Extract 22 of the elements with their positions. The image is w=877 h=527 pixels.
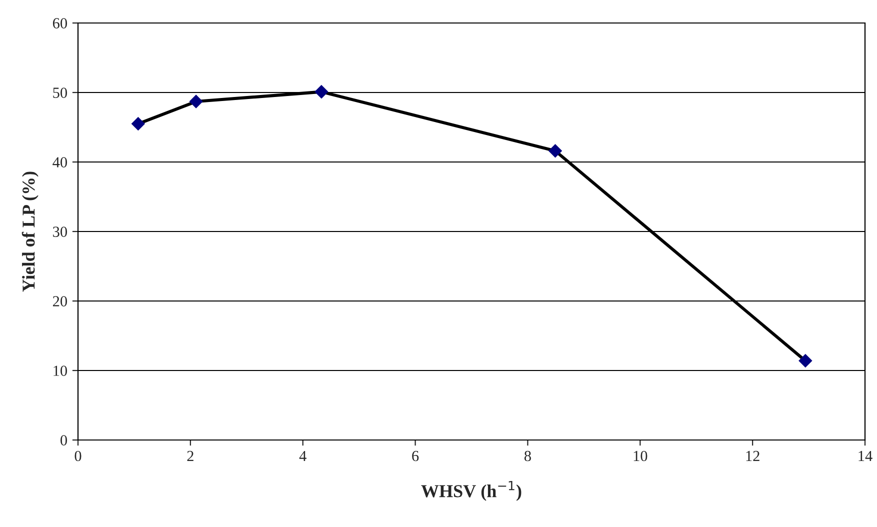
x-tick-label: 8 — [524, 450, 531, 462]
y-tick-label: 20 — [52, 296, 67, 306]
point — [314, 85, 328, 98]
x-tick-label: 10 — [634, 450, 648, 462]
y-tick-label: 0 — [60, 435, 67, 446]
y-tick-label: 40 — [52, 157, 67, 168]
point — [548, 144, 562, 158]
x-tick-label: 4 — [299, 450, 306, 462]
point — [132, 117, 145, 130]
x-tick-label: 2 — [187, 450, 194, 462]
x-axis-title: WHSV (h$^{−1}$) — [421, 480, 522, 501]
y-tick-label: 60 — [52, 18, 67, 28]
y-tick-label: 10 — [54, 366, 67, 376]
point — [798, 354, 812, 368]
x-tick-label: 12 — [746, 450, 760, 462]
x-tick-label: 6 — [412, 450, 419, 462]
y-tick-label: 30 — [53, 226, 67, 237]
y-tick-label: 50 — [53, 88, 67, 98]
x-tick-label: 0 — [74, 450, 82, 462]
y-axis-title: Yield of LP (%) — [22, 172, 38, 292]
x-tick-label: 14 — [858, 450, 872, 462]
point — [189, 94, 203, 108]
